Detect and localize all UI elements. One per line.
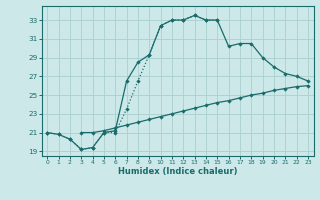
X-axis label: Humidex (Indice chaleur): Humidex (Indice chaleur) [118,167,237,176]
